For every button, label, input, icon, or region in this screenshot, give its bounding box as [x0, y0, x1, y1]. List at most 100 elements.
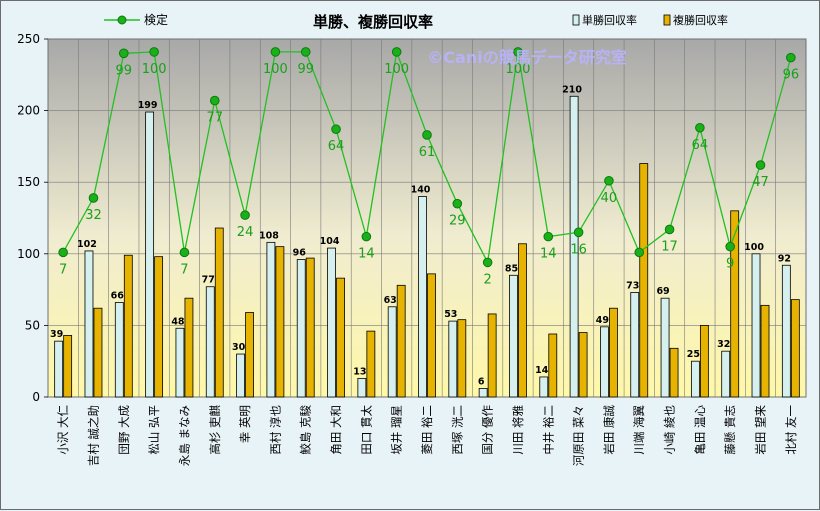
x-tick-label: 西塚 洸二	[450, 405, 464, 455]
legend: 検定 単勝回収率 複勝回収率	[104, 12, 728, 27]
x-tick-label: 吉村 誠之助	[86, 405, 100, 466]
x-tick-label: 田口 貫太	[359, 405, 373, 455]
plot-area	[47, 38, 807, 398]
x-tick-label: 角田 大和	[329, 405, 343, 455]
legend-label-line: 検定	[144, 12, 168, 27]
x-tick-label: 北村 友一	[784, 405, 798, 455]
line-point	[331, 124, 341, 135]
line-point	[300, 47, 311, 57]
line-point-label: 77	[206, 111, 223, 126]
bar-win-value-label: 199	[138, 100, 158, 111]
bar-win-value-label: 48	[171, 316, 185, 327]
bar-win-value-label: 49	[596, 315, 609, 326]
line-point	[88, 193, 99, 203]
x-tick-label: 岩田 康誠	[602, 405, 616, 455]
bar-place	[336, 277, 345, 398]
y-tick-label: 50	[25, 318, 40, 332]
bar-place	[214, 227, 224, 398]
legend-entry-win: 単勝回収率	[572, 13, 637, 27]
line-point	[634, 247, 645, 258]
line-point-label: 96	[783, 68, 800, 83]
bar-place	[305, 257, 315, 398]
y-tick-label: 200	[17, 104, 40, 118]
bar-place	[427, 273, 436, 398]
line-point-label: 2	[483, 272, 491, 287]
bar-win-value-label: 69	[656, 286, 669, 297]
bar-win	[114, 302, 124, 398]
bar-place	[154, 256, 164, 398]
bar-win	[84, 250, 94, 398]
bar-win	[539, 376, 549, 398]
x-tick-label: 小崎 綾也	[663, 405, 677, 455]
x-tick-label: 中井 裕二	[541, 405, 555, 455]
bar-win	[296, 259, 306, 398]
line-point-label: 32	[85, 208, 102, 223]
x-tick-label: 藤懸 貴志	[723, 405, 737, 455]
bar-win-value-label: 25	[687, 349, 700, 360]
bar-place	[730, 210, 740, 398]
line-point-label: 64	[328, 139, 345, 154]
bar-place	[578, 332, 588, 398]
legend-label-place: 複勝回収率	[673, 13, 728, 27]
bar-win	[630, 292, 640, 398]
x-tick-label: 小沢 大仁	[56, 405, 70, 455]
x-axis-labels: 小沢 大仁 吉村 誠之助 団野 大成 松山 弘平 永島 まなみ 高杉 吏麒 幸 英明 西村 淳…	[56, 405, 798, 467]
line-point	[755, 160, 766, 170]
chart-title: 単勝、複勝回収率	[313, 13, 433, 31]
bar-win-value-label: 92	[778, 253, 791, 264]
x-tick-label: 菱田 裕二	[420, 405, 434, 455]
bar-win-value-label: 210	[562, 84, 582, 95]
line-point	[240, 210, 250, 220]
bar-win-value-label: 102	[77, 239, 97, 250]
bar-place	[93, 307, 103, 398]
bar-win	[781, 264, 791, 398]
y-tick-label: 150	[17, 175, 40, 189]
line-point-label: 29	[449, 214, 466, 229]
bar-place	[548, 333, 558, 398]
line-point-label: 7	[180, 262, 188, 277]
bar-win	[266, 241, 276, 398]
y-tick-label: 100	[17, 247, 40, 261]
line-point	[361, 231, 372, 242]
x-tick-label: 川田 将雅	[511, 405, 525, 455]
line-point	[58, 247, 68, 258]
x-tick-label: 川端 海翼	[632, 405, 646, 455]
bar-win	[690, 360, 700, 398]
bar-win-value-label: 30	[232, 342, 246, 353]
bar-win	[600, 326, 609, 398]
line-point-label: 9	[726, 257, 734, 272]
bar-value-labels: 3910266199487730108961041363140536851421…	[50, 84, 791, 387]
bar-win-value-label: 66	[111, 290, 125, 301]
line-point	[664, 224, 675, 235]
bar-place	[760, 304, 770, 398]
line-point	[391, 47, 402, 57]
bar-place	[366, 330, 376, 398]
bar-win	[448, 320, 458, 398]
line-point	[149, 47, 159, 57]
bar-win-value-label: 63	[384, 295, 397, 306]
legend-entry-line: 検定	[104, 12, 168, 27]
bar-win-value-label: 13	[353, 366, 366, 377]
bar-win	[569, 95, 579, 398]
bar-win	[751, 253, 761, 398]
line-point	[725, 241, 736, 252]
bar-place	[609, 307, 618, 398]
line-point	[513, 47, 523, 57]
line-point-label: 14	[540, 247, 557, 262]
line-point	[573, 227, 584, 238]
watermark: ©Caniの競馬データ研究室	[427, 48, 626, 67]
line-point-label: 16	[570, 242, 587, 257]
line-point-label: 100	[384, 62, 409, 77]
y-tick-label: 250	[17, 32, 40, 46]
bar-win-value-label: 14	[535, 365, 549, 376]
bar-win-value-label: 6	[478, 376, 485, 387]
bar-win	[478, 388, 488, 398]
x-tick-label: 西村 淳也	[268, 405, 282, 455]
x-tick-label: 永島 まなみ	[177, 405, 191, 466]
line-point-label: 99	[297, 62, 314, 77]
line-point	[482, 257, 493, 268]
x-tick-label: 高杉 吏麒	[208, 405, 222, 455]
line-point	[543, 231, 554, 242]
x-tick-label: 団野 大成	[117, 405, 131, 455]
